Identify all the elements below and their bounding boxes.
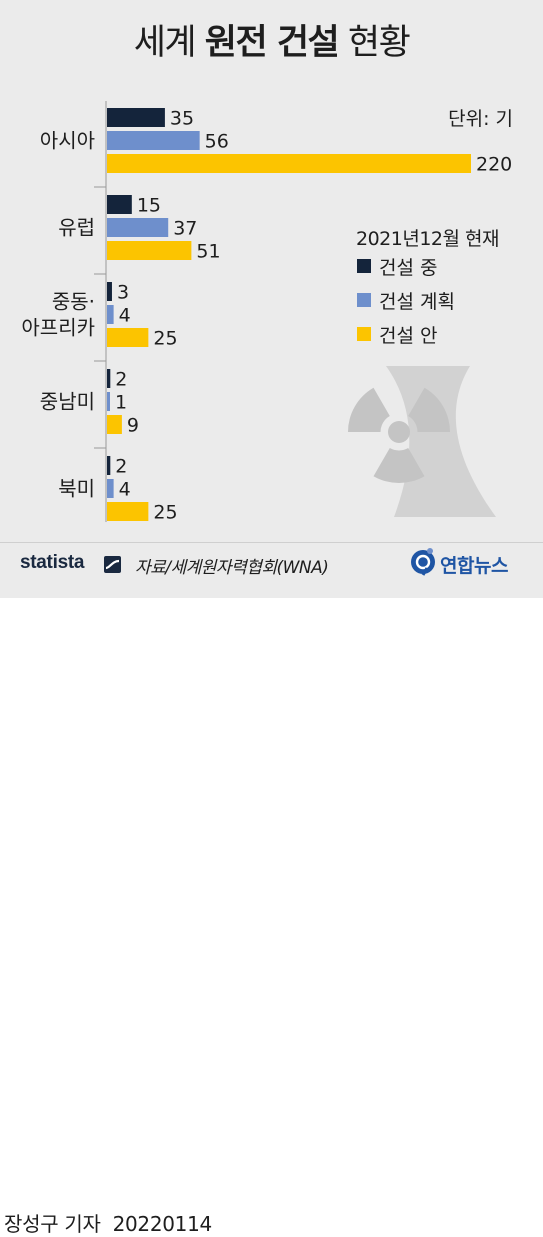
yonhap-logo-text: 연합뉴스 [440,555,508,577]
radiation-blade-2 [348,387,390,432]
legend-label: 건설 계획 [379,290,455,313]
legend-item-proposed: 건설 안 [357,323,438,347]
footer-divider [0,542,543,543]
bar-value-label: 1 [115,392,127,414]
radiation-icon [348,387,450,484]
statista-logo: statista [20,552,85,573]
nuclear-plant-illustration [348,366,496,517]
statista-logo-icon [104,556,121,573]
bar [107,108,165,127]
radiation-blade-3 [373,448,425,484]
byline-strip: 장성구 기자 20220114 [0,598,543,1236]
bar-value-label: 3 [117,282,129,304]
category-label: 북미 [58,477,95,501]
bar [107,241,192,260]
bar-value-label: 15 [137,195,161,217]
bar-value-label: 4 [119,305,131,327]
byline-author: 장성구 기자 [4,1212,101,1236]
legend-label: 건설 안 [379,324,438,347]
bar-value-label: 4 [119,479,131,501]
legend-label: 건설 중 [379,256,438,279]
bar [107,154,471,173]
category-label: 유럽 [58,216,95,240]
category-separators [94,186,106,449]
chart-title: 세계 원전 건설 현황 [0,26,543,61]
title-part-1: 세계 [133,23,197,63]
bar-value-label: 2 [115,456,127,478]
bar-value-label: 25 [153,328,177,350]
bar [107,392,110,411]
unit-label: 단위: 기 [448,108,513,130]
bar [107,415,122,434]
bar-value-label: 35 [170,108,194,130]
byline: 장성구 기자 20220114 [4,1208,212,1237]
bar [107,195,132,214]
legend-swatch [357,327,371,341]
bar-value-label: 2 [115,369,127,391]
bar [107,282,112,301]
bar [107,305,114,324]
yonhap-logo-icon [411,548,435,576]
bar [107,328,149,347]
radiation-blade-1 [408,387,450,432]
category-label: 중동· [52,290,95,314]
bar [107,218,169,237]
legend-swatch [357,293,371,307]
bar [107,502,149,521]
bar [107,479,114,498]
as-of-date: 2021년12월 현재 [356,228,500,250]
legend-item-planned: 건설 계획 [357,289,455,313]
bar-value-label: 56 [205,131,229,153]
bar-value-label: 37 [173,218,197,240]
bar-value-label: 25 [153,502,177,524]
title-bold: 원전 건설 [204,23,340,63]
category-label: 아프리카 [21,316,95,340]
source-credit: 자료/세계원자력협회(WNA) [135,558,329,578]
byline-date: 20220114 [112,1212,213,1236]
bar-value-label: 9 [127,415,139,437]
category-label: 아시아 [40,129,95,153]
bars [107,108,471,521]
radiation-center [388,421,410,443]
category-label: 중남미 [40,390,95,414]
legend-swatch [357,259,371,273]
legend-item-under-construction: 건설 중 [357,255,438,279]
bar [107,456,111,475]
bar-value-label: 51 [196,241,220,263]
title-part-2: 현황 [347,23,411,63]
bar [107,369,111,388]
bar-value-label: 220 [476,154,512,176]
bar [107,131,200,150]
